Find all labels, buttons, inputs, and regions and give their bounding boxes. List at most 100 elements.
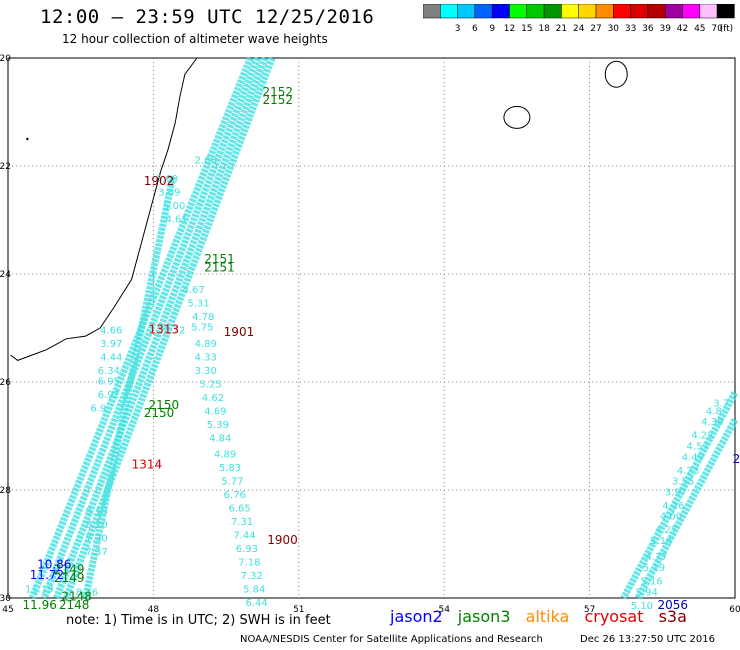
- wave-height-label: 4.66: [100, 325, 122, 336]
- scale-tick-label: 18: [538, 24, 550, 34]
- scale-tick-label: 45: [694, 24, 705, 34]
- legend-cryosat: cryosat: [584, 607, 644, 626]
- wave-height-label: 4.8: [706, 406, 722, 417]
- lon-tick-label: 48: [148, 605, 160, 615]
- lon-tick-label: 51: [293, 605, 304, 615]
- wave-height-label: 5.84: [243, 585, 265, 596]
- wave-height-label: 6.95: [98, 377, 120, 388]
- wave-height-label: 5.39: [207, 420, 229, 431]
- wave-height-label: 7.37: [86, 547, 108, 558]
- pass-time-label: 2151: [204, 252, 235, 266]
- scale-tick-label: 15: [521, 24, 532, 34]
- scale-tick-label: 70: [711, 24, 723, 34]
- wave-height-label: 3.97: [100, 339, 122, 350]
- wave-height-label: 6.60: [156, 174, 178, 185]
- wave-height-label: 5.31: [187, 298, 209, 309]
- scale-tick-label: 36: [642, 24, 654, 34]
- wave-height-label: 8.13: [86, 506, 108, 517]
- legend-jason3: jason3: [457, 607, 511, 626]
- wave-height-label: 4.61: [166, 215, 188, 226]
- lon-tick-label: 54: [438, 605, 450, 615]
- wave-height-label: 4.77: [645, 552, 667, 563]
- wave-height-label: 5.19: [643, 563, 665, 574]
- pass-time-label: 2148: [59, 598, 90, 612]
- wave-height-label: 3.30: [195, 366, 217, 377]
- pass-time-label: 2152: [262, 93, 293, 107]
- wave-height-label: 5.83: [219, 463, 241, 474]
- wave-height-label: 4.78: [192, 312, 214, 323]
- pass-time-label: 10.86: [37, 557, 71, 571]
- coastline: [10, 57, 198, 361]
- scale-tick-label: 33: [625, 24, 636, 34]
- scale-tick-label: 3: [455, 24, 461, 34]
- wave-height-label: 6.93: [236, 544, 258, 555]
- map-frame: [7, 57, 736, 599]
- pass-time-label: 1900: [267, 533, 298, 547]
- lat-tick-label: -22: [0, 162, 11, 172]
- pass-time-label: 11.72: [30, 568, 64, 582]
- wave-height-label: 7.18: [238, 558, 260, 569]
- pass-time-label: 2152: [262, 85, 293, 99]
- wave-height-label: 5.72: [163, 325, 185, 336]
- scale-tick-label: 6: [472, 24, 478, 34]
- wave-height-label: 4.89: [195, 339, 217, 350]
- wave-height-label: 4.44: [100, 352, 122, 363]
- scale-tick-label: 42: [677, 24, 688, 34]
- legend-jason2: jason2: [390, 607, 443, 626]
- islet: [26, 137, 29, 141]
- pass-time-label: 2150: [144, 406, 175, 420]
- altimeter-track: [634, 418, 739, 600]
- island-reunion: [503, 105, 531, 129]
- pass-time-label: 2148: [61, 590, 92, 604]
- wave-height-label: 4.57: [687, 442, 709, 453]
- island-mauritius: [604, 60, 628, 88]
- wave-height-label: 4.16: [662, 501, 684, 512]
- legend-altika: altika: [525, 607, 570, 626]
- lon-tick-label: 45: [2, 605, 13, 615]
- credit: NOAA/NESDIS Center for Satellite Applica…: [240, 634, 543, 645]
- wave-height-label: 8.16: [76, 587, 98, 598]
- wave-height-label: 4.00: [660, 512, 682, 523]
- lon-tick-label: 60: [729, 605, 740, 615]
- lat-tick-label: -26: [0, 378, 11, 388]
- lat-tick-label: -20: [0, 54, 11, 64]
- pass-time-label: 2151: [204, 260, 235, 274]
- wave-height-label: 5.00: [163, 201, 185, 212]
- satellite-legend: jason2 jason3 altika cryosat s3a: [390, 607, 697, 626]
- pass-time-label: 1313: [149, 322, 180, 336]
- pass-time-label: 1314: [132, 457, 163, 471]
- wave-height-label: 4.89: [214, 450, 236, 461]
- wave-height-label: 4.38: [701, 417, 723, 428]
- wave-height-label: 4.22: [691, 431, 713, 442]
- scale-tick-label: 9: [489, 24, 495, 34]
- footnote: note: 1) Time is in UTC; 2) SWH is in fe…: [66, 613, 331, 628]
- wave-height-label: 4.62: [202, 393, 224, 404]
- wave-height-label: 4.69: [204, 406, 226, 417]
- wave-height-label: 6.34: [98, 366, 120, 377]
- wave-height-label: 7.31: [231, 517, 253, 528]
- altimeter-track: [82, 176, 177, 599]
- wave-height-label: 7.44: [233, 531, 255, 542]
- wave-height-label: 3.97: [665, 487, 687, 498]
- wave-height-label: 3.55: [672, 477, 694, 488]
- scale-tick-label: 12: [504, 24, 515, 34]
- wave-height-label: 7.32: [241, 571, 263, 582]
- wave-height-label: 5.14: [650, 536, 672, 547]
- wave-height-label: 4.67: [182, 285, 204, 296]
- wave-height-label: 8.20: [86, 520, 108, 531]
- wave-height-label: 11.19: [25, 585, 54, 596]
- lat-tick-label: -30: [0, 594, 11, 604]
- wave-height-label: 6.65: [229, 504, 251, 515]
- wave-height-label: 4.23: [677, 466, 699, 477]
- map-title: 12:00 – 23:59 UTC 12/25/2016: [40, 6, 375, 28]
- wave-height-label: 3.69: [158, 188, 180, 199]
- pass-time-label: 2: [733, 452, 740, 466]
- wave-height-color-scale: 3 6 9 12 15 18 21 24 27 30 33 36 39 42 45 70(ft): [423, 4, 735, 34]
- wave-height-label: 4.84: [209, 433, 231, 444]
- pass-time-label: 1901: [224, 325, 255, 339]
- altimeter-track: [53, 56, 269, 600]
- scale-tick-label: 27: [590, 24, 601, 34]
- scale-tick-label: 30: [608, 24, 620, 34]
- wave-height-label: 4.27: [655, 525, 677, 536]
- wave-height-label: 5.16: [640, 577, 662, 588]
